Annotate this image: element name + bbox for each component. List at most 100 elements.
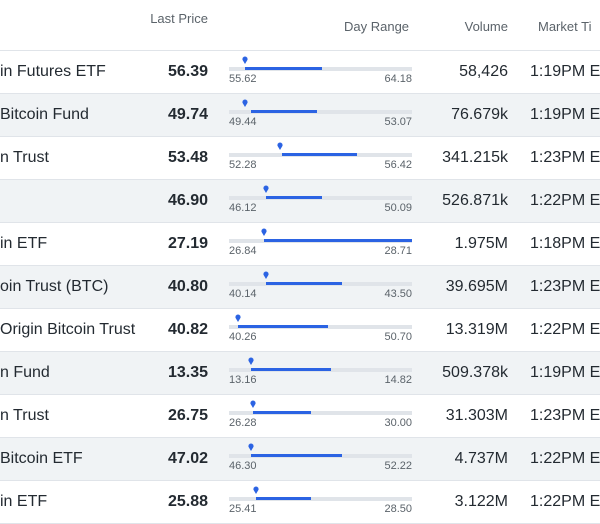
fund-name[interactable]: n Trust xyxy=(0,149,49,166)
range-fill xyxy=(250,454,343,457)
volume: 31.303M xyxy=(445,407,508,424)
last-price: 25.88 xyxy=(167,493,208,510)
range-low: 26.84 xyxy=(229,245,257,257)
last-price: 13.35 xyxy=(167,364,208,381)
day-range-bar: 40.14 43.50 xyxy=(229,266,412,308)
map-pin-icon xyxy=(235,314,241,322)
fund-name[interactable]: Bitcoin ETF xyxy=(0,450,83,467)
last-price: 40.80 xyxy=(167,278,208,295)
volume: 3.122M xyxy=(454,493,508,510)
market-time: 1:19PM E xyxy=(530,364,600,381)
map-pin-icon xyxy=(242,99,249,107)
range-high: 30.00 xyxy=(384,417,412,429)
last-price: 53.48 xyxy=(167,149,208,166)
map-pin-icon xyxy=(277,142,283,150)
market-time: 1:19PM E xyxy=(530,106,600,123)
volume: 526.871k xyxy=(442,192,508,209)
market-time: 1:23PM E xyxy=(530,407,600,424)
market-time: 1:22PM E xyxy=(530,450,600,467)
range-low: 55.62 xyxy=(229,73,257,85)
day-range-bar: 46.12 50.09 xyxy=(229,180,412,222)
last-price: 26.75 xyxy=(167,407,208,424)
day-range-bar: 52.28 56.42 xyxy=(229,137,412,179)
range-high: 64.18 xyxy=(384,73,412,85)
last-price: 47.02 xyxy=(167,450,208,467)
table-row[interactable]: n Trust 53.48 52.28 56.42 341.215k 1:23PM E xyxy=(0,137,600,180)
volume: 1.975M xyxy=(454,235,508,252)
table-row[interactable]: 46.90 46.12 50.09 526.871k 1:22PM E xyxy=(0,180,600,223)
day-range-bar: 49.44 53.07 xyxy=(229,94,412,136)
map-pin-icon xyxy=(250,400,256,408)
fund-name[interactable]: in ETF xyxy=(0,235,48,252)
table-row[interactable]: Origin Bitcoin Trust 40.82 40.26 50.70 13.31… xyxy=(0,309,600,352)
last-price: 27.19 xyxy=(167,235,208,252)
map-pin-icon xyxy=(263,185,269,193)
fund-name[interactable]: n Trust xyxy=(0,407,49,424)
map-pin-icon xyxy=(261,228,267,236)
day-range-bar: 25.41 28.50 xyxy=(229,481,412,523)
table-row[interactable]: in Futures ETF 56.39 55.62 64.18 58,426 1:19P… xyxy=(0,51,600,94)
map-pin-icon xyxy=(253,486,259,494)
fund-name[interactable]: oin Trust (BTC) xyxy=(0,278,109,295)
table-row[interactable]: in ETF 27.19 26.84 28.71 1.975M 1:18PM E xyxy=(0,223,600,266)
volume: 13.319M xyxy=(445,321,508,338)
range-high: 53.07 xyxy=(384,116,412,128)
column-header-day-range[interactable]: Day Range xyxy=(344,19,410,34)
market-time: 1:23PM E xyxy=(530,149,600,166)
table-row[interactable]: oin Trust (BTC) 40.80 40.14 43.50 39.695M 1:2… xyxy=(0,266,600,309)
volume: 341.215k xyxy=(442,149,508,166)
table-row[interactable]: n Fund 13.35 13.16 14.82 509.378k 1:19PM E xyxy=(0,352,600,395)
range-low: 49.44 xyxy=(229,116,257,128)
range-fill xyxy=(250,368,332,371)
last-price: 40.82 xyxy=(167,321,208,338)
day-range-bar: 13.16 14.82 xyxy=(229,352,412,394)
range-high: 52.22 xyxy=(384,460,412,472)
table-row[interactable]: in ETF 25.88 25.41 28.50 3.122M 1:22PM E xyxy=(0,481,600,524)
range-high: 56.42 xyxy=(384,159,412,171)
range-low: 40.14 xyxy=(229,288,257,300)
last-price: 46.90 xyxy=(167,192,208,209)
map-pin-icon xyxy=(242,56,249,64)
volume: 58,426 xyxy=(459,63,508,80)
fund-name[interactable]: Origin Bitcoin Trust xyxy=(0,321,136,338)
range-fill xyxy=(238,325,328,328)
map-pin-icon xyxy=(248,357,254,365)
market-time: 1:22PM E xyxy=(530,192,600,209)
market-time: 1:22PM E xyxy=(530,493,600,510)
day-range-bar: 26.28 30.00 xyxy=(229,395,412,437)
table-row[interactable]: n Trust 26.75 26.28 30.00 31.303M 1:23PM E xyxy=(0,395,600,438)
volume: 509.378k xyxy=(442,364,508,381)
map-pin-icon xyxy=(263,271,269,279)
market-time: 1:23PM E xyxy=(530,278,600,295)
range-fill xyxy=(263,239,412,242)
range-low: 13.16 xyxy=(229,374,257,386)
range-high: 14.82 xyxy=(384,374,412,386)
range-fill xyxy=(265,282,343,285)
range-high: 43.50 xyxy=(384,288,412,300)
fund-name[interactable]: n Fund xyxy=(0,364,50,381)
table-row[interactable]: Bitcoin Fund 49.74 49.44 53.07 76.679k 1:19PM… xyxy=(0,94,600,137)
column-header-market-time[interactable]: Market Ti xyxy=(538,19,592,34)
market-time: 1:19PM E xyxy=(530,63,600,80)
column-header-volume[interactable]: Volume xyxy=(464,19,508,34)
day-range-bar: 55.62 64.18 xyxy=(229,51,412,93)
range-low: 40.26 xyxy=(229,331,257,343)
fund-name[interactable]: in Futures ETF xyxy=(0,63,106,80)
range-high: 28.71 xyxy=(384,245,412,257)
day-range-bar: 46.30 52.22 xyxy=(229,438,412,480)
range-fill xyxy=(252,411,312,414)
range-low: 52.28 xyxy=(229,159,257,171)
volume: 39.695M xyxy=(445,278,508,295)
table-header: Last Price Day Range Volume Market Ti xyxy=(0,0,600,51)
range-track xyxy=(229,110,412,114)
table-row[interactable]: Bitcoin ETF 47.02 46.30 52.22 4.737M 1:22PM E xyxy=(0,438,600,481)
fund-name[interactable]: Bitcoin Fund xyxy=(0,106,89,123)
fund-name[interactable]: in ETF xyxy=(0,493,48,510)
range-fill xyxy=(282,153,358,156)
volume: 4.737M xyxy=(454,450,508,467)
range-low: 26.28 xyxy=(229,417,257,429)
market-time: 1:22PM E xyxy=(530,321,600,338)
range-high: 28.50 xyxy=(384,503,412,515)
column-header-last-price[interactable]: Last Price xyxy=(150,11,208,26)
market-time: 1:18PM E xyxy=(530,235,600,252)
